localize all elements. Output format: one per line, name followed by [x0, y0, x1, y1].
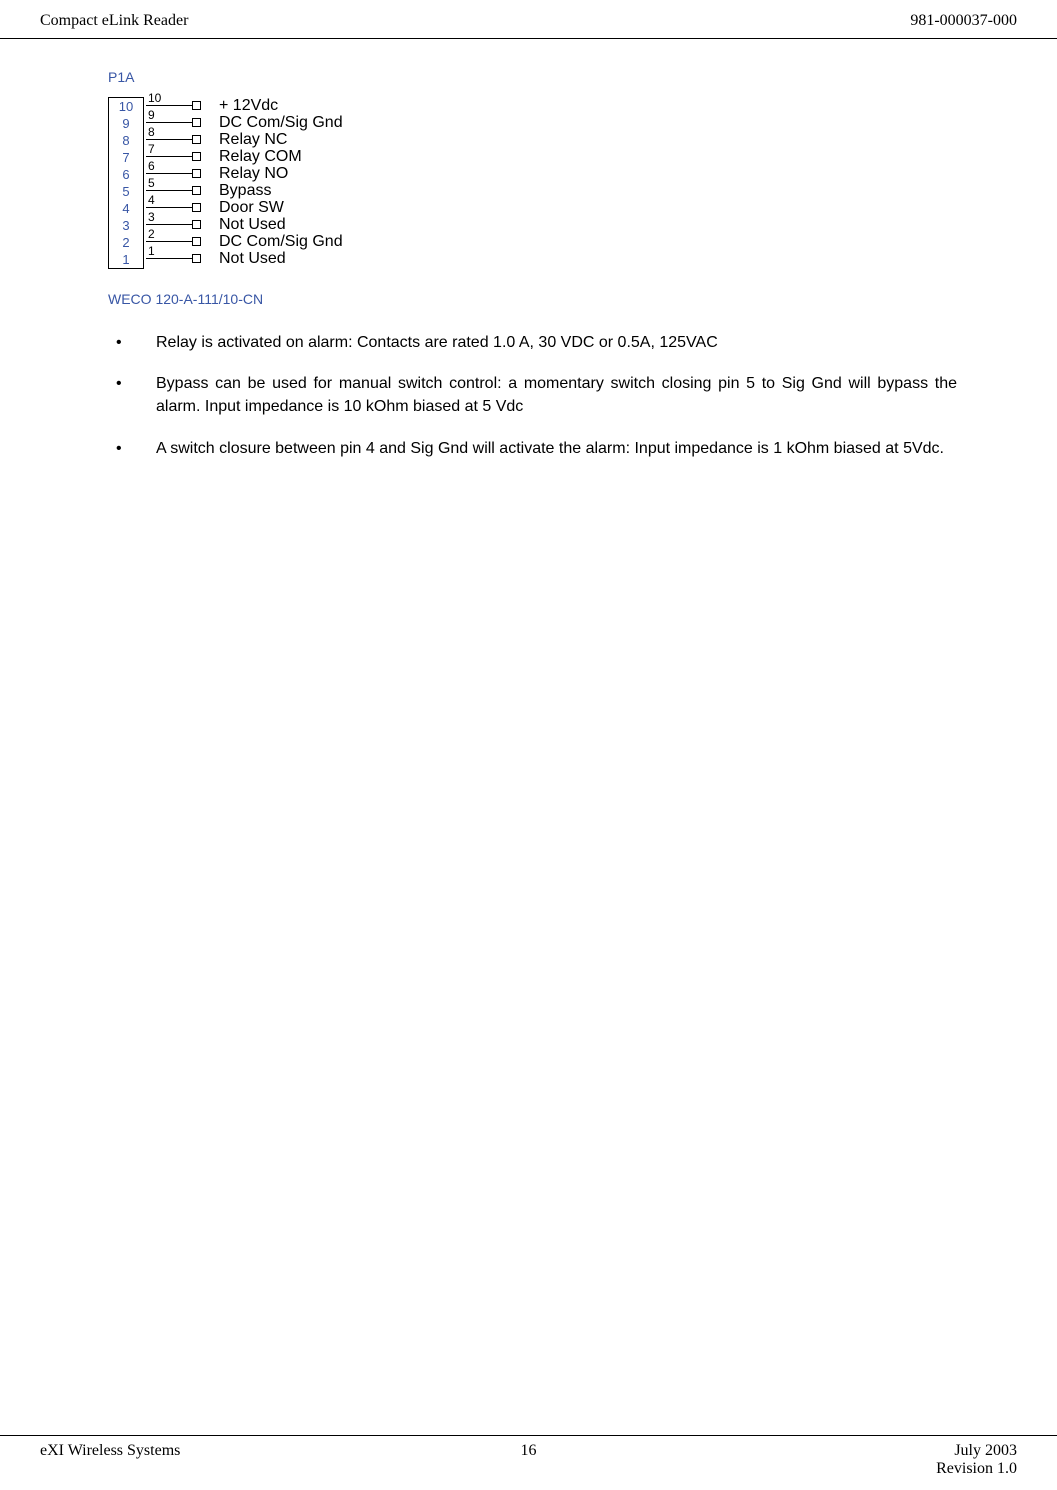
- pin-terminal-icon: [192, 152, 201, 161]
- pin-terminal-icon: [192, 220, 201, 229]
- header-title-right: 981-000037-000: [910, 12, 1017, 30]
- pin-terminal-icon: [192, 101, 201, 110]
- pin-line: 7: [146, 156, 192, 157]
- box-num: 4: [109, 200, 143, 217]
- footer-inner: eXI Wireless Systems 16 July 2003 Revisi…: [40, 1436, 1017, 1478]
- pin-line: 2: [146, 241, 192, 242]
- pin-number: 10: [148, 91, 161, 105]
- connector-label-bottom: WECO 120-A-111/10-CN: [108, 291, 957, 307]
- pin-row: 3 Not Used: [146, 216, 343, 233]
- connector-diagram: 10 9 8 7 6 5 4 3 2 1 10 + 12Vdc 9 DC Com…: [108, 97, 957, 269]
- footer-revision: Revision 1.0: [936, 1460, 1017, 1477]
- pin-number: 6: [148, 159, 155, 173]
- pin-label: Door SW: [219, 199, 284, 217]
- pin-terminal-icon: [192, 169, 201, 178]
- pin-label: Bypass: [219, 182, 271, 200]
- pin-area: 10 + 12Vdc 9 DC Com/Sig Gnd 8 Relay NC 7…: [146, 97, 343, 267]
- box-num: 7: [109, 149, 143, 166]
- pin-row: 2 DC Com/Sig Gnd: [146, 233, 343, 250]
- pin-line: 4: [146, 207, 192, 208]
- box-num: 5: [109, 183, 143, 200]
- pin-row: 10 + 12Vdc: [146, 97, 343, 114]
- page-footer: eXI Wireless Systems 16 July 2003 Revisi…: [0, 1435, 1057, 1478]
- pin-row: 6 Relay NO: [146, 165, 343, 182]
- pin-line: 1: [146, 258, 192, 259]
- pin-terminal-icon: [192, 254, 201, 263]
- page-number: 16: [521, 1442, 537, 1460]
- pin-label: + 12Vdc: [219, 97, 278, 115]
- list-item: Relay is activated on alarm: Contacts ar…: [156, 331, 957, 354]
- page-header: Compact eLink Reader 981-000037-000: [0, 0, 1057, 39]
- pin-number: 5: [148, 176, 155, 190]
- pin-number: 4: [148, 193, 155, 207]
- pin-line: 8: [146, 139, 192, 140]
- pin-label: Relay COM: [219, 148, 302, 166]
- footer-date: July 2003: [954, 1442, 1017, 1459]
- pin-row: 9 DC Com/Sig Gnd: [146, 114, 343, 131]
- pin-label: DC Com/Sig Gnd: [219, 233, 343, 251]
- pin-row: 7 Relay COM: [146, 148, 343, 165]
- connector-box: 10 9 8 7 6 5 4 3 2 1: [108, 97, 144, 269]
- box-num: 3: [109, 217, 143, 234]
- footer-right: July 2003 Revision 1.0: [936, 1442, 1017, 1478]
- box-num: 6: [109, 166, 143, 183]
- pin-number: 7: [148, 142, 155, 156]
- box-num: 9: [109, 115, 143, 132]
- pin-label: Relay NO: [219, 165, 288, 183]
- bullet-list: Relay is activated on alarm: Contacts ar…: [100, 331, 957, 460]
- pin-row: 8 Relay NC: [146, 131, 343, 148]
- pin-line: 10: [146, 105, 192, 106]
- box-num: 8: [109, 132, 143, 149]
- box-num: 2: [109, 234, 143, 251]
- pin-line: 9: [146, 122, 192, 123]
- pin-number: 8: [148, 125, 155, 139]
- pin-row: 4 Door SW: [146, 199, 343, 216]
- connector-label-top: P1A: [108, 69, 957, 85]
- pin-line: 6: [146, 173, 192, 174]
- list-item: Bypass can be used for manual switch con…: [156, 372, 957, 418]
- pin-line: 3: [146, 224, 192, 225]
- pin-label: Relay NC: [219, 131, 287, 149]
- box-num: 10: [109, 98, 143, 115]
- list-item: A switch closure between pin 4 and Sig G…: [156, 437, 957, 460]
- pin-line: 5: [146, 190, 192, 191]
- pin-terminal-icon: [192, 135, 201, 144]
- pin-row: 5 Bypass: [146, 182, 343, 199]
- pin-label: Not Used: [219, 216, 286, 234]
- pin-terminal-icon: [192, 118, 201, 127]
- pin-number: 1: [148, 244, 155, 258]
- pin-terminal-icon: [192, 203, 201, 212]
- box-num: 1: [109, 251, 143, 268]
- page-content: P1A 10 9 8 7 6 5 4 3 2 1 10 + 12Vdc 9 DC…: [0, 39, 1057, 460]
- pin-terminal-icon: [192, 237, 201, 246]
- pin-row: 1 Not Used: [146, 250, 343, 267]
- pin-number: 2: [148, 227, 155, 241]
- pin-label: Not Used: [219, 250, 286, 268]
- pin-terminal-icon: [192, 186, 201, 195]
- pin-label: DC Com/Sig Gnd: [219, 114, 343, 132]
- pin-number: 3: [148, 210, 155, 224]
- pin-number: 9: [148, 108, 155, 122]
- header-title-left: Compact eLink Reader: [40, 12, 188, 30]
- footer-left: eXI Wireless Systems: [40, 1442, 180, 1478]
